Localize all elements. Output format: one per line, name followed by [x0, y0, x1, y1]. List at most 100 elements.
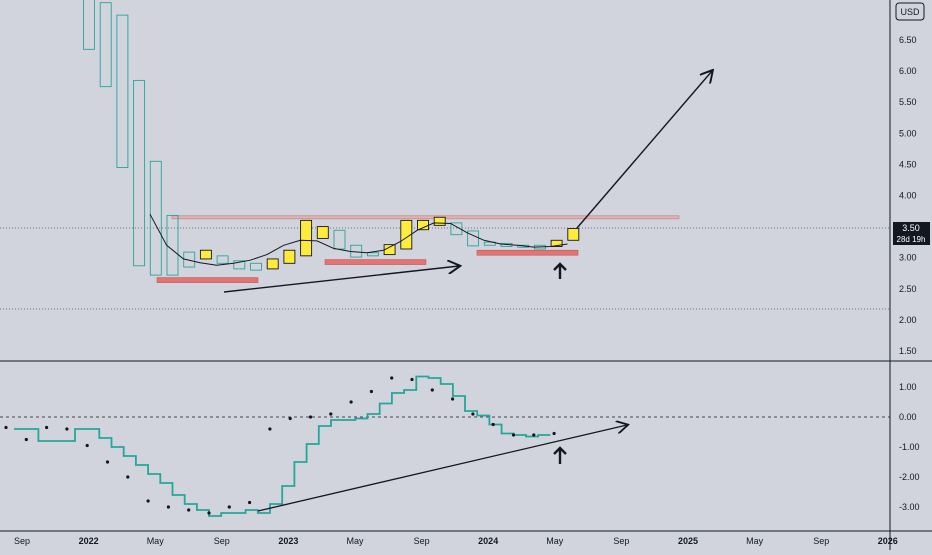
time-tick-label: 2026 — [878, 536, 898, 546]
indicator-dot — [4, 425, 8, 430]
price-tick-label: 2.50 — [899, 284, 917, 294]
time-tick-label: 2024 — [478, 536, 498, 546]
price-tick-label: 4.00 — [899, 191, 917, 201]
indicator-dot — [146, 499, 150, 503]
indicator-dot — [308, 415, 313, 419]
indicator-dot — [451, 397, 455, 401]
indicator-dot — [430, 388, 434, 392]
candle — [99, 2, 112, 88]
indicator-up-arrow-icon — [553, 446, 567, 464]
candle — [283, 249, 296, 264]
indicator-pane — [0, 375, 890, 517]
price-tick-label: 4.50 — [899, 159, 917, 169]
indicator-dot — [349, 400, 353, 404]
candle — [199, 249, 212, 260]
time-tick-label: Sep — [14, 536, 30, 546]
indicator-trend-arrow — [257, 425, 627, 512]
currency-selector[interactable]: USD — [895, 2, 925, 21]
indicator-dot — [369, 389, 373, 394]
candle — [433, 216, 446, 226]
candle — [366, 252, 379, 257]
time-tick-label: Sep — [613, 536, 629, 546]
candle — [183, 251, 196, 268]
indicator-dot — [85, 443, 89, 448]
time-tick-label: 2022 — [79, 536, 99, 546]
candle — [250, 262, 262, 271]
indicator-dot — [24, 437, 28, 442]
price-tick-label: 5.00 — [899, 128, 917, 138]
candle — [400, 219, 413, 250]
price-tick-label: 3.00 — [899, 253, 917, 263]
candle — [233, 260, 246, 270]
time-tick-label: Sep — [414, 536, 430, 546]
time-tick-label: May — [147, 536, 165, 546]
countdown-label: 28d 19h — [897, 235, 926, 244]
last-price-label: 3.50 — [902, 223, 920, 233]
candle — [133, 79, 146, 267]
indicator-dot — [410, 377, 414, 382]
indicator-dot — [248, 500, 252, 505]
candle — [149, 160, 162, 276]
time-tick-label: May — [546, 536, 564, 546]
time-tick-label: 2023 — [278, 536, 298, 546]
support-zone — [324, 259, 427, 265]
indicator-step-line — [14, 375, 551, 517]
indicator-dot — [329, 412, 333, 416]
price-tick-label: 6.50 — [899, 35, 917, 45]
indicator-dot — [187, 508, 191, 512]
time-tick-label: Sep — [214, 536, 230, 546]
time-tick-label: May — [346, 536, 364, 546]
last-price-tag: 3.50 — [893, 222, 930, 234]
indicator-dot — [288, 416, 292, 421]
indicator-dot — [491, 422, 495, 427]
time-tick-label: May — [746, 536, 764, 546]
indicator-dot — [45, 425, 49, 430]
countdown-tag: 28d 19h — [893, 234, 930, 245]
candle — [316, 226, 329, 239]
uptrend-arrow — [223, 266, 459, 293]
candle — [483, 241, 496, 246]
price-tick-label: 5.50 — [899, 97, 917, 107]
indicator-dot — [268, 427, 272, 431]
price-pane — [0, 0, 890, 310]
axes: 6.50 6.00 5.50 5.00 4.50 4.00 3.50 3.00 2.50 2.00… — [14, 35, 920, 546]
candle — [300, 219, 313, 257]
price-tick-label: 1.50 — [899, 346, 917, 356]
indicator-tick-label: -1.00 — [899, 442, 920, 452]
indicator-dot — [105, 460, 110, 464]
support-zone — [156, 277, 259, 283]
candle — [266, 258, 279, 270]
indicator-tick-label: -3.00 — [899, 502, 920, 512]
candle — [417, 219, 429, 231]
candle — [567, 228, 580, 241]
price-tick-label: 2.00 — [899, 315, 917, 325]
moving-average-line — [149, 213, 568, 266]
candle — [83, 0, 95, 50]
currency-label: USD — [900, 7, 920, 17]
indicator-dot — [552, 431, 556, 436]
indicator-dot — [390, 376, 394, 380]
indicator-dot — [511, 433, 516, 437]
price-tick-label: 6.00 — [899, 66, 917, 76]
indicator-dot — [471, 412, 475, 416]
indicator-dot — [532, 433, 536, 437]
time-tick-label: 2025 — [678, 536, 698, 546]
time-tick-label: Sep — [813, 536, 829, 546]
indicator-dot — [65, 427, 69, 431]
indicator-dot — [166, 505, 170, 509]
resistance-line — [171, 215, 680, 220]
indicator-tick-label: -2.00 — [899, 472, 920, 482]
support-zone — [476, 249, 579, 256]
indicator-dot — [207, 511, 211, 515]
candle — [116, 14, 129, 168]
up-arrow-icon — [553, 262, 567, 279]
candle — [550, 239, 563, 247]
target-arrow — [576, 71, 712, 229]
indicator-tick-label: 0.00 — [899, 412, 917, 422]
candle — [216, 255, 229, 264]
indicator-tick-label: 1.00 — [899, 382, 917, 392]
candle — [450, 222, 463, 236]
